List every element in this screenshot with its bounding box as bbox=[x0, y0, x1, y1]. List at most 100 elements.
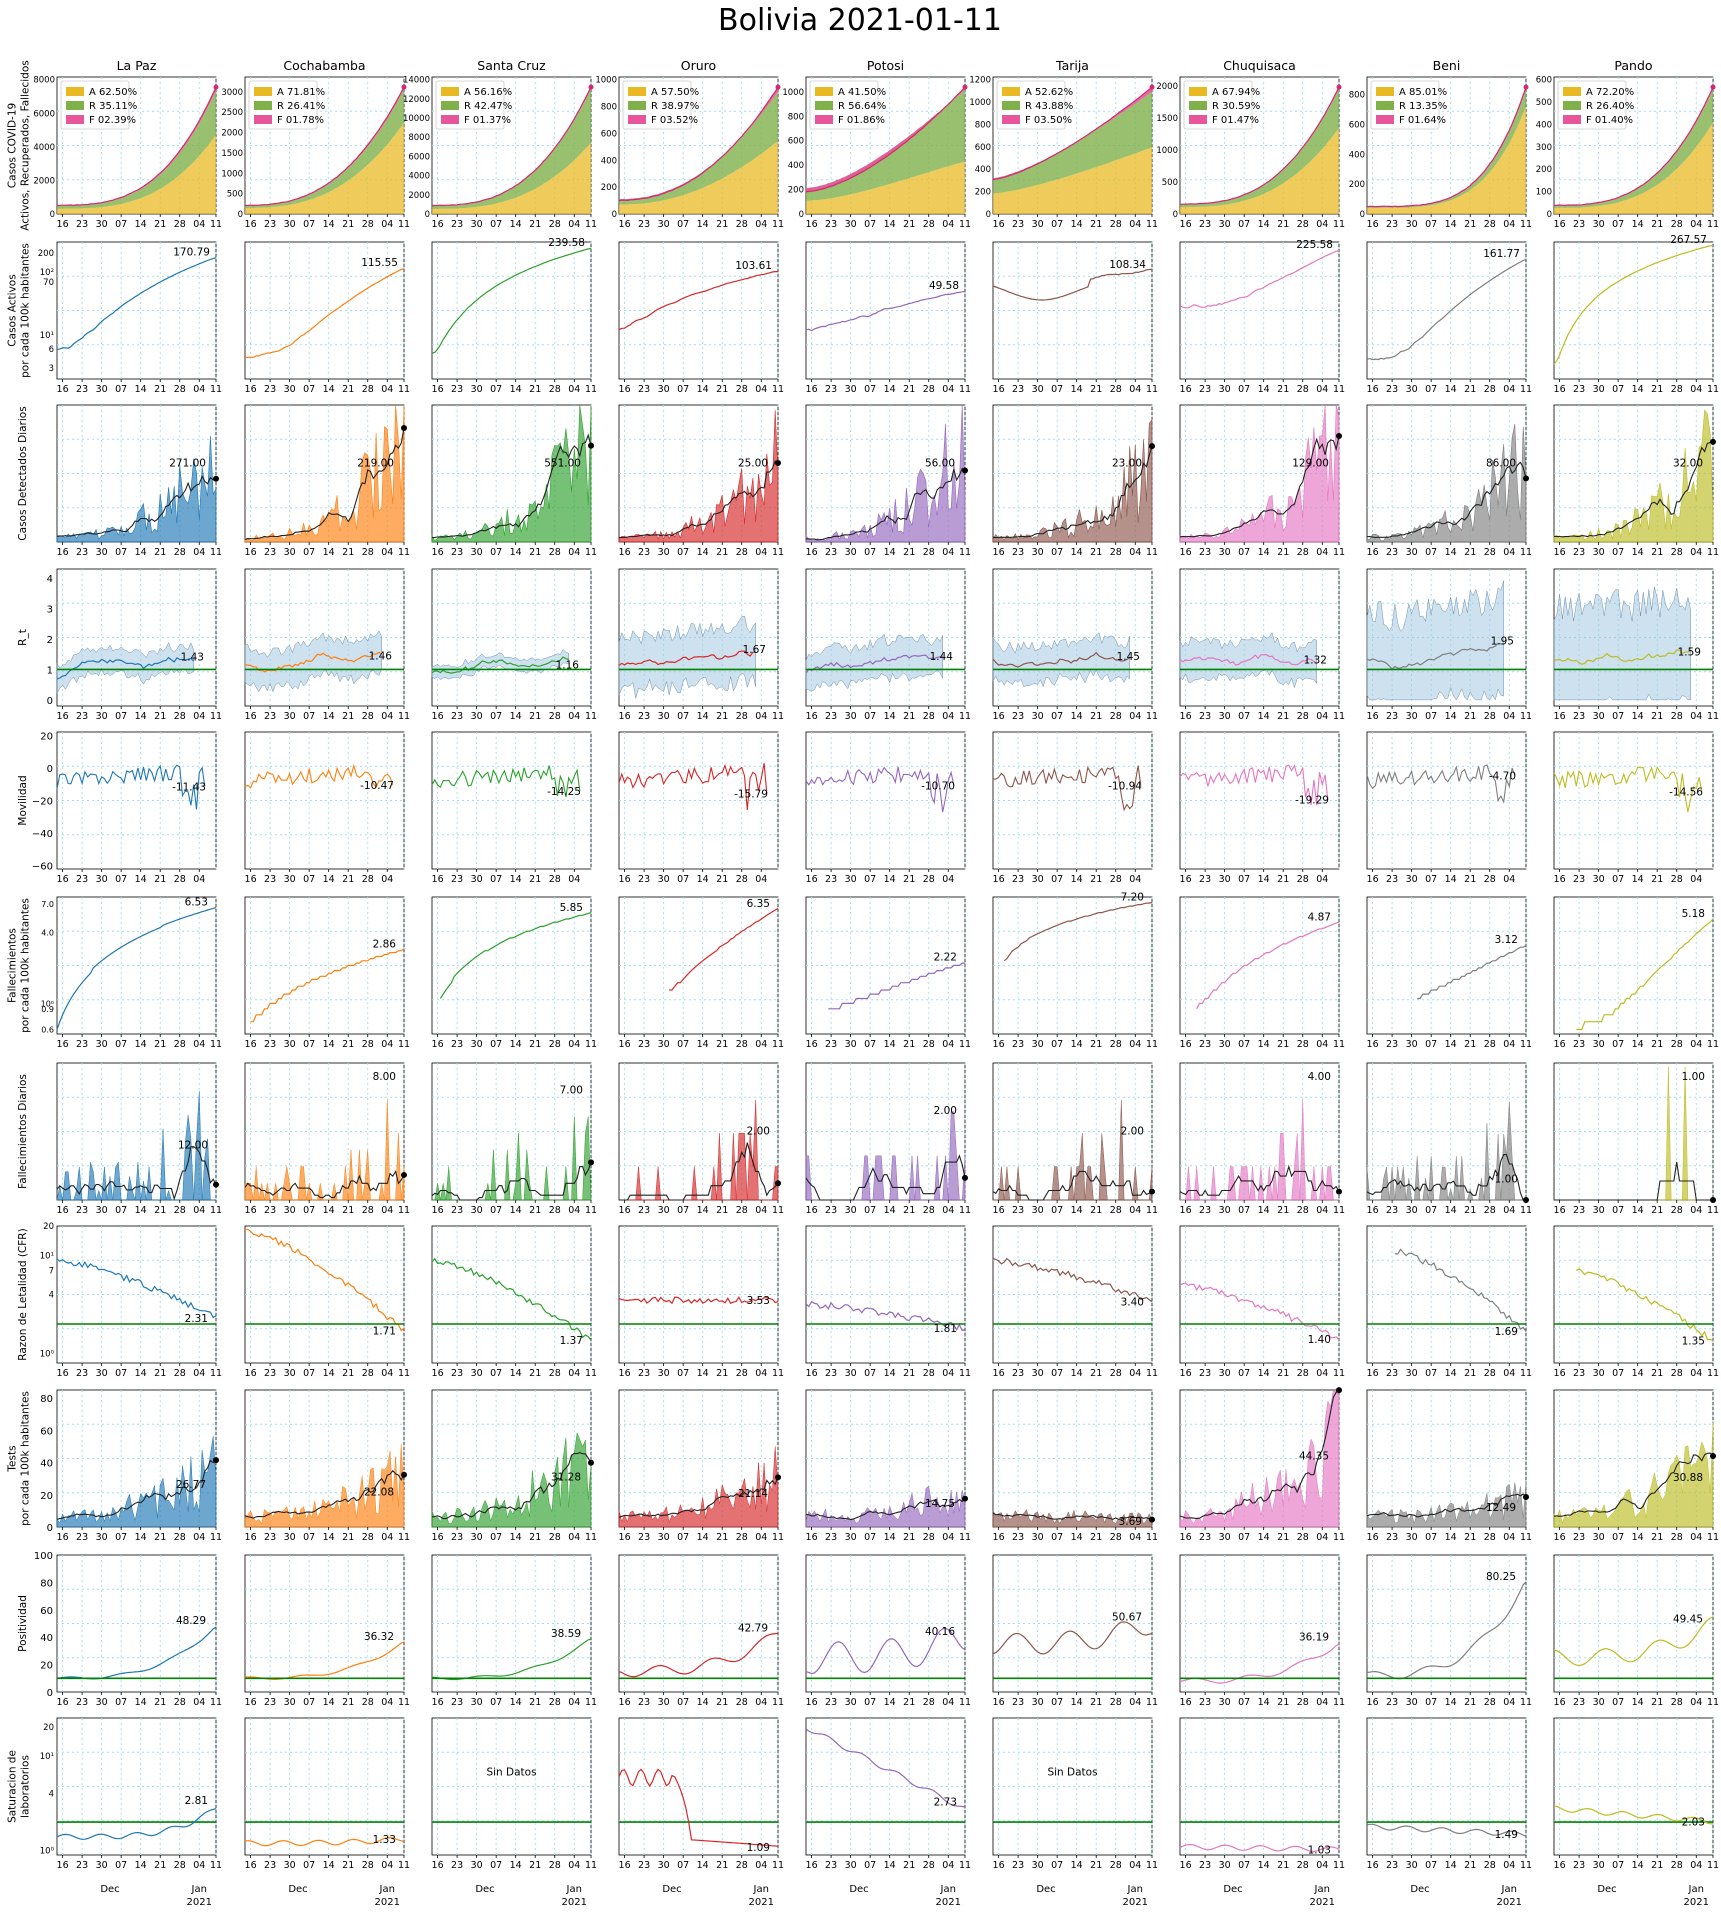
x-tick-label: 30 bbox=[1593, 711, 1605, 722]
last-value-label: -15.79 bbox=[734, 789, 768, 801]
x-tick-label: 21 bbox=[154, 219, 166, 230]
y-tick-label: 400 bbox=[1536, 120, 1552, 130]
x-tick-label: 16 bbox=[245, 384, 257, 395]
x-tick-label: 07 bbox=[303, 1697, 315, 1708]
x-tick-label: 21 bbox=[342, 1039, 354, 1050]
x-tick-label: 28 bbox=[362, 1205, 374, 1216]
x-tick-label: 04 bbox=[193, 1532, 205, 1543]
x-tick-label: 04 bbox=[568, 1039, 580, 1050]
x-tick-label: 30 bbox=[1593, 1368, 1605, 1379]
stack-legend: A 72.20% R 26.40% F 01.40% bbox=[1557, 80, 1634, 130]
x-tick-label: 16 bbox=[806, 547, 818, 558]
daily-deaths-area bbox=[244, 1099, 405, 1201]
end-marker bbox=[213, 475, 219, 482]
legend-label: F 01.37% bbox=[464, 115, 511, 126]
daily-deaths-trend bbox=[1179, 1164, 1340, 1196]
last-value-label: -11.43 bbox=[172, 782, 206, 794]
end-marker bbox=[401, 1471, 407, 1478]
x-tick-label: 28 bbox=[1671, 1205, 1683, 1216]
x-tick-label: 30 bbox=[1406, 1697, 1418, 1708]
x-tick-label: 16 bbox=[806, 1205, 818, 1216]
recovered-area bbox=[432, 88, 591, 209]
x-tick-label: 11 bbox=[1146, 711, 1158, 722]
x-tick-label: 23 bbox=[1199, 1697, 1211, 1708]
x-tick-label: 04 bbox=[381, 874, 393, 885]
active-area bbox=[432, 142, 591, 214]
row-label: Casos Detectados Diarios bbox=[17, 406, 29, 540]
x-tick-label: 07 bbox=[1051, 1205, 1063, 1216]
row-label-line: laboratorios bbox=[20, 1755, 32, 1818]
x-tick-label: 23 bbox=[1573, 1532, 1585, 1543]
x-tick-label: 23 bbox=[264, 1205, 276, 1216]
x-tick-label: 23 bbox=[638, 384, 650, 395]
rt-band bbox=[56, 642, 194, 694]
end-marker bbox=[962, 84, 968, 90]
y-tick-label: 300 bbox=[1536, 143, 1552, 153]
daily-cases-trend bbox=[244, 427, 405, 541]
x-tick-label: 16 bbox=[619, 1697, 631, 1708]
x-tick-label: 21 bbox=[716, 1039, 728, 1050]
row-label-line: Casos COVID-19 bbox=[7, 103, 19, 188]
x-tick-label: 14 bbox=[884, 1205, 896, 1216]
x-tick-label: 23 bbox=[76, 1039, 88, 1050]
y-tick-label: 0 bbox=[1173, 210, 1178, 220]
x-tick-label: 28 bbox=[1110, 1205, 1122, 1216]
x-tick-label: 14 bbox=[697, 384, 709, 395]
saturation-line bbox=[618, 1768, 779, 1847]
x-tick-label: 11 bbox=[1146, 1697, 1158, 1708]
positivity-line bbox=[618, 1632, 779, 1678]
x-tick-label: 30 bbox=[284, 1697, 296, 1708]
x-tick-label: 23 bbox=[1386, 874, 1398, 885]
x-tick-label: 11 bbox=[398, 1532, 410, 1543]
y-tick-label: 4000 bbox=[33, 143, 55, 153]
legend-swatch bbox=[1189, 115, 1207, 124]
year-label: 2021 bbox=[1497, 1897, 1522, 1908]
y-tick-label: 400 bbox=[788, 161, 804, 171]
x-tick-label: 14 bbox=[1071, 1697, 1083, 1708]
x-tick-label: 28 bbox=[174, 1039, 186, 1050]
x-tick-label: 11 bbox=[210, 1532, 222, 1543]
row-label-line: R_t bbox=[17, 629, 29, 646]
last-value-label: -14.56 bbox=[1669, 787, 1703, 799]
x-tick-label: 11 bbox=[398, 1697, 410, 1708]
x-tick-label: 14 bbox=[323, 1039, 335, 1050]
y-tick-label: 600 bbox=[788, 137, 804, 147]
x-tick-label: 21 bbox=[1464, 547, 1476, 558]
x-tick-label: 23 bbox=[1012, 1039, 1024, 1050]
x-tick-label: 21 bbox=[1090, 1532, 1102, 1543]
cfr-line bbox=[992, 1257, 1153, 1303]
y-tick-label: 1000 bbox=[595, 76, 617, 86]
x-tick-label: 30 bbox=[658, 219, 670, 230]
x-tick-label: 11 bbox=[1707, 219, 1719, 230]
y-tick-label: 60 bbox=[40, 1426, 53, 1437]
last-value-label: 7.20 bbox=[1121, 891, 1144, 903]
active-area bbox=[245, 122, 404, 214]
y-tick-label: 80 bbox=[40, 1578, 53, 1589]
x-tick-label: 28 bbox=[549, 1532, 561, 1543]
x-tick-label: 14 bbox=[323, 1368, 335, 1379]
x-tick-label: 04 bbox=[1690, 1368, 1702, 1379]
x-tick-label: 30 bbox=[1406, 1860, 1418, 1871]
chart-grid: La Paz Cochabamba Santa Cruz Oruro Potosi Tar… bbox=[7, 58, 1720, 1908]
x-tick-label: 14 bbox=[884, 1039, 896, 1050]
x-tick-label: 21 bbox=[1651, 711, 1663, 722]
legend-label: R 42.47% bbox=[464, 101, 512, 112]
y-tick-label: 200 bbox=[975, 188, 991, 198]
x-tick-label: 23 bbox=[638, 1697, 650, 1708]
row-label-line: Tests bbox=[7, 1445, 19, 1472]
x-tick-label: 21 bbox=[342, 711, 354, 722]
legend-swatch bbox=[441, 101, 459, 110]
x-tick-label: 30 bbox=[1219, 1205, 1231, 1216]
last-value-label: 42.79 bbox=[738, 1622, 768, 1634]
y-tick-label: 1000 bbox=[782, 88, 804, 98]
x-tick-label: 14 bbox=[884, 547, 896, 558]
x-tick-label: 11 bbox=[1520, 711, 1532, 722]
x-tick-label: 23 bbox=[1199, 1368, 1211, 1379]
last-value-label: 36.19 bbox=[1299, 1631, 1329, 1643]
y-tick-label: 10000 bbox=[403, 114, 430, 124]
month-label-dec: Dec bbox=[100, 1884, 119, 1895]
x-tick-label: 07 bbox=[1238, 1039, 1250, 1050]
end-marker bbox=[1523, 1493, 1529, 1500]
x-tick-label: 16 bbox=[806, 219, 818, 230]
x-tick-label: 07 bbox=[677, 547, 689, 558]
